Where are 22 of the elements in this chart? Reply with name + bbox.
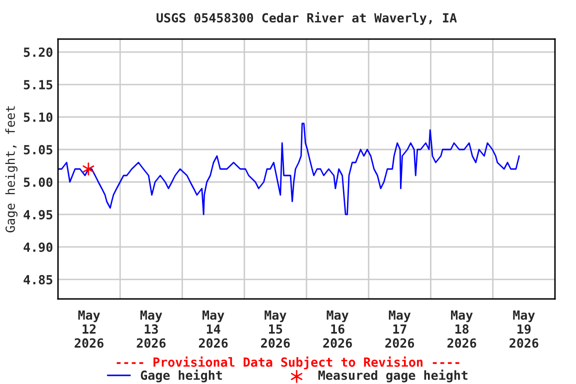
x-tick-label: May 17 2026 [385,310,414,348]
x-tick-label: May 18 2026 [447,310,476,348]
x-tick-label: May 16 2026 [323,310,352,348]
line-series [58,122,520,216]
y-axis-title: Gage height, feet [5,106,18,232]
y-tick-label: 4.95 [24,210,52,220]
x-tick-label: May 19 2026 [510,310,538,348]
y-tick-label: 4.90 [24,242,52,252]
legend-label: Gage height [140,370,222,382]
y-tick-label: 5.10 [24,112,52,122]
y-tick-label: 5.05 [24,144,52,154]
y-tick-label: 4.85 [24,274,52,284]
y-tick-label: 5.15 [24,80,52,90]
legend-label: Measured gage height [318,370,468,382]
text: ---- Provisional Data Subject to Revision ---- [116,356,460,370]
chart-title: USGS 05458300 Cedar River at Waverly, IA [156,12,457,25]
x-tick-label: May 15 2026 [261,310,290,348]
y-tick-label: 5.20 [24,47,52,57]
x-tick-label: May 13 2026 [136,310,166,348]
x-tick-label: May 12 2026 [74,310,104,348]
y-tick-label: 5.00 [24,177,52,187]
x-tick-label: May 14 2026 [198,310,228,348]
